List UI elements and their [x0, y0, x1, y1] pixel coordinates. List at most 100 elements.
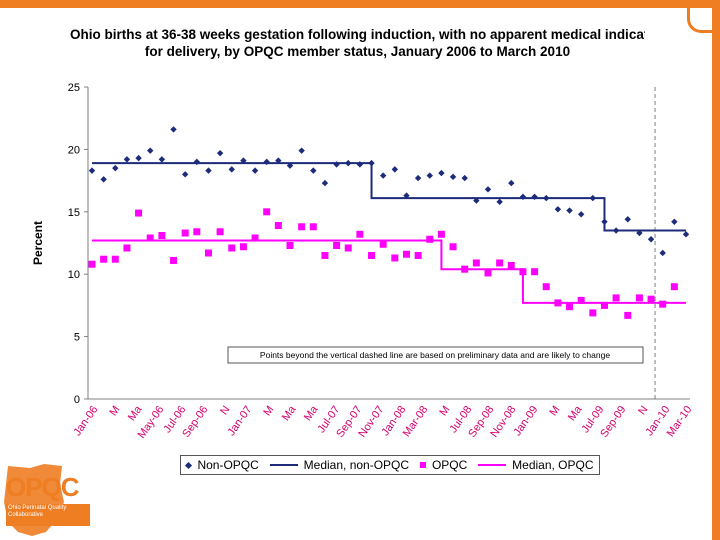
opqc-point	[286, 241, 294, 249]
non-opqc-point	[508, 179, 515, 187]
non-opqc-point	[379, 172, 387, 179]
opqc-point	[321, 251, 329, 259]
median-non-opqc-line	[92, 162, 686, 232]
non-opqc-point	[519, 193, 527, 201]
x-tick-label: Jan-06	[71, 404, 100, 438]
line-marker-icon	[269, 464, 298, 466]
y-tick-label: 10	[68, 269, 80, 281]
non-opqc-point	[170, 126, 177, 133]
opqc-point	[519, 268, 527, 276]
non-opqc-point	[647, 236, 655, 243]
opqc-point	[414, 251, 422, 259]
opqc-point	[368, 251, 376, 259]
non-opqc-point	[240, 157, 247, 164]
opqc-point	[670, 283, 678, 291]
opqc-point	[379, 240, 387, 248]
non-opqc-point	[554, 206, 562, 213]
opqc-point	[437, 230, 445, 238]
opqc-point	[158, 232, 166, 240]
non-opqc-point	[566, 207, 573, 214]
opqc-point	[123, 244, 131, 252]
frame-right-bar	[712, 0, 720, 540]
opqc-point	[472, 259, 480, 267]
opqc-point	[542, 283, 550, 291]
non-opqc-point	[88, 167, 96, 174]
non-opqc-point	[286, 162, 294, 169]
annotation-box	[227, 346, 644, 364]
legend-label-opqc: OPQC	[431, 458, 468, 472]
opqc-point	[274, 222, 282, 230]
non-opqc-point	[205, 167, 212, 174]
non-opqc-point	[345, 159, 352, 167]
non-opqc-point	[100, 176, 107, 183]
opqc-point	[612, 294, 620, 302]
chart-title: Ohio births at 36-38 weeks gestation fol…	[70, 26, 645, 60]
non-opqc-point	[112, 164, 119, 172]
non-opqc-point	[333, 161, 340, 168]
non-opqc-point	[543, 194, 550, 202]
opqc-point	[193, 228, 201, 236]
opqc-point	[356, 230, 364, 238]
opqc-point	[461, 265, 469, 273]
non-opqc-point	[473, 197, 480, 204]
corner-decoration	[687, 8, 712, 33]
opqc-point	[146, 234, 154, 242]
non-opqc-point	[426, 172, 433, 179]
y-tick-label: 15	[68, 207, 80, 219]
opqc-point	[600, 301, 608, 309]
y-tick-label: 0	[74, 394, 80, 406]
non-opqc-point	[147, 147, 154, 154]
non-opqc-point	[531, 193, 538, 201]
opqc-point	[251, 234, 259, 242]
y-axis-label: Percent	[31, 221, 45, 265]
x-tick-label: N	[218, 404, 232, 417]
opqc-point	[484, 269, 492, 277]
chart-title-line-1: Ohio births at 36-38 weeks gestation fol…	[70, 27, 645, 42]
non-opqc-point	[671, 218, 678, 225]
opqc-point	[228, 244, 236, 252]
legend-label-non-opqc: Non-OPQC	[197, 458, 259, 472]
x-tick-label: M	[437, 404, 452, 418]
opqc-point	[647, 295, 655, 303]
non-opqc-point	[193, 158, 201, 166]
opqc-point	[333, 241, 341, 249]
ohio-state-logo-icon	[4, 464, 90, 536]
non-opqc-point	[216, 149, 224, 157]
legend-median-opqc: Median, OPQC	[478, 458, 594, 472]
opqc-point	[135, 209, 143, 217]
opqc-point	[216, 228, 224, 236]
non-opqc-point	[356, 161, 364, 168]
non-opqc-point	[601, 218, 608, 225]
chart-title-line-2: for delivery, by OPQC member status, Jan…	[144, 44, 571, 59]
annotation-text: Points beyond the vertical dashed line a…	[260, 350, 610, 360]
opqc-point	[100, 255, 108, 263]
non-opqc-point	[624, 216, 631, 223]
opqc-point	[239, 243, 247, 251]
opqc-point	[531, 268, 539, 276]
non-opqc-point	[158, 156, 166, 163]
opqc-point	[88, 260, 96, 268]
non-opqc-point	[228, 166, 235, 173]
opqc-point	[391, 254, 399, 262]
x-tick-label: M	[547, 404, 562, 418]
x-tick-label: Ma	[280, 403, 299, 423]
x-tick-label: M	[261, 404, 276, 418]
non-opqc-point	[589, 194, 597, 202]
non-opqc-point	[123, 156, 131, 163]
opqc-point	[344, 244, 352, 252]
legend-label-median-non-opqc: Median, non-OPQC	[303, 458, 410, 472]
opqc-point	[402, 250, 410, 258]
non-opqc-point	[414, 174, 422, 182]
non-opqc-point	[391, 166, 399, 173]
opqc-point	[449, 243, 457, 251]
x-tick-label: Ma	[126, 403, 145, 423]
opqc-point	[589, 309, 597, 317]
x-tick-label: N	[636, 404, 650, 417]
non-opqc-point	[298, 147, 305, 154]
opqc-point	[263, 208, 271, 216]
opqc-point	[181, 229, 189, 237]
non-opqc-point	[275, 157, 282, 164]
opqc-point	[204, 249, 212, 257]
non-opqc-point	[484, 186, 492, 193]
